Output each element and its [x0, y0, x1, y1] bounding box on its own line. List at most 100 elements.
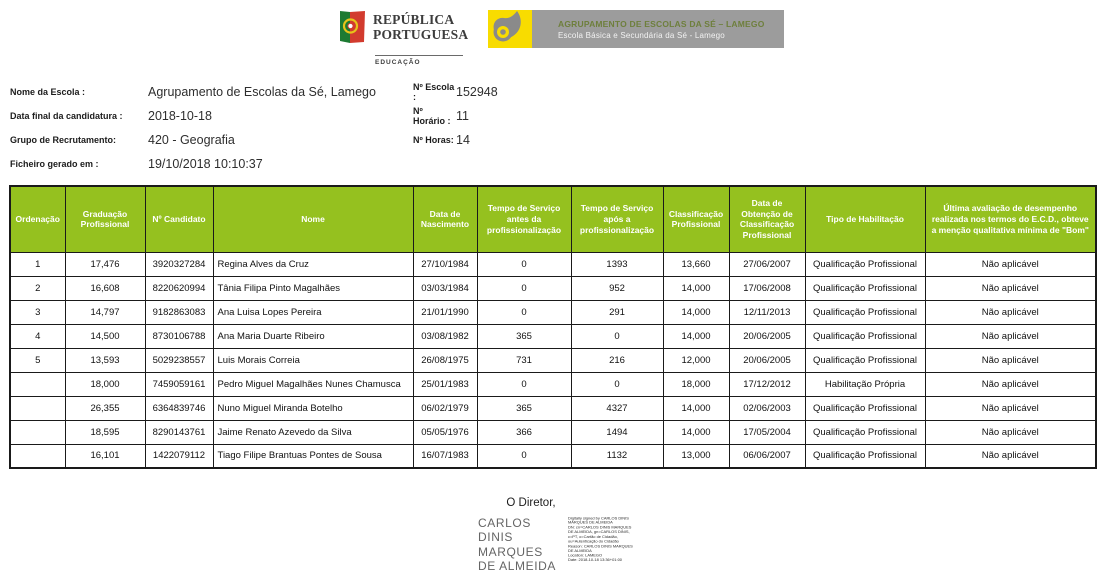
- table-cell: 8730106788: [144, 323, 214, 349]
- meta-value: 420 - Geografia: [148, 133, 235, 147]
- column-header: Graduação Profissional: [64, 185, 146, 253]
- meta-label: Grupo de Recrutamento:: [10, 135, 117, 145]
- table-cell: Qualificação Profissional: [804, 323, 926, 349]
- table-cell: 952: [570, 275, 664, 301]
- table-cell: 1494: [570, 419, 664, 445]
- table-cell: 9182863083: [144, 299, 214, 325]
- table-cell: 8290143761: [144, 419, 214, 445]
- table-row: 16,101 1422079112 Tiago Filipe Brantuas Po…: [9, 443, 1097, 469]
- table-cell: 16,608: [64, 275, 146, 301]
- table-cell: 12,000: [662, 347, 730, 373]
- table-cell: 26,355: [64, 395, 146, 421]
- table-cell: 06/02/1979: [412, 395, 478, 421]
- table-cell: 731: [476, 347, 572, 373]
- table-cell: 17/06/2008: [728, 275, 806, 301]
- table-cell: 17/05/2004: [728, 419, 806, 445]
- table-row: 18,000 7459059161 Pedro Miguel Magalhães N…: [9, 371, 1097, 397]
- table-cell: 0: [476, 251, 572, 277]
- table-cell: Habilitação Própria: [804, 371, 926, 397]
- table-cell: Não aplicável: [924, 323, 1097, 349]
- table-cell: 20/06/2005: [728, 347, 806, 373]
- table-row: 3 14,797 9182863083 Ana Luisa Lopes Pereira…: [9, 299, 1097, 325]
- column-header: Tempo de Serviço após a profissionalizaç…: [570, 185, 664, 253]
- table-cell: 18,595: [64, 419, 146, 445]
- table-cell: [9, 443, 66, 469]
- table-cell: 06/06/2007: [728, 443, 806, 469]
- table-cell: 14,500: [64, 323, 146, 349]
- table-cell: 26/08/1975: [412, 347, 478, 373]
- table-cell: 27/06/2007: [728, 251, 806, 277]
- digital-signature-details: Digitally signed by CARLOS DINIS MARQUES…: [568, 516, 633, 563]
- table-cell: 14,000: [662, 395, 730, 421]
- column-header: Nome: [212, 185, 414, 253]
- meta-label: Nº Horário :: [413, 106, 451, 126]
- table-cell: 0: [476, 299, 572, 325]
- table-cell: 3: [9, 299, 66, 325]
- table-cell: 1: [9, 251, 66, 277]
- table-cell: Qualificação Profissional: [804, 275, 926, 301]
- meta-label: Nº Escola :: [413, 82, 455, 102]
- meta-label: Data final da candidatura :: [10, 111, 123, 121]
- table-cell: 02/06/2003: [728, 395, 806, 421]
- table-cell: 03/08/1982: [412, 323, 478, 349]
- table-cell: 5029238557: [144, 347, 214, 373]
- table-cell: 14,000: [662, 323, 730, 349]
- table-row: 5 13,593 5029238557 Luis Morais Correia 26/0…: [9, 347, 1097, 373]
- table-cell: Ana Luisa Lopes Pereira: [212, 299, 414, 325]
- table-cell: 0: [570, 323, 664, 349]
- meta-row: Data final da candidatura : 2018-10-18: [10, 104, 376, 128]
- table-cell: Nuno Miguel Miranda Botelho: [212, 395, 414, 421]
- table-cell: 17,476: [64, 251, 146, 277]
- column-header: Data de Nascimento: [412, 185, 478, 253]
- meta-row: Nº Escola :152948: [413, 80, 498, 104]
- table-cell: 25/01/1983: [412, 371, 478, 397]
- table-cell: Não aplicável: [924, 443, 1097, 469]
- table-cell: 17/12/2012: [728, 371, 806, 397]
- table-cell: Tânia Filipa Pinto Magalhães: [212, 275, 414, 301]
- table-cell: 365: [476, 395, 572, 421]
- table-cell: 13,593: [64, 347, 146, 373]
- table-cell: 14,000: [662, 419, 730, 445]
- meta-label: Nome da Escola :: [10, 87, 86, 97]
- table-cell: 21/01/1990: [412, 299, 478, 325]
- table-cell: 366: [476, 419, 572, 445]
- gov-logo-title: REPÚBLICA PORTUGUESA: [373, 12, 469, 42]
- table-cell: 4327: [570, 395, 664, 421]
- school-emblem-icon: [488, 10, 532, 48]
- table-cell: 0: [476, 371, 572, 397]
- table-cell: Qualificação Profissional: [804, 443, 926, 469]
- table-cell: 0: [570, 371, 664, 397]
- table-cell: Qualificação Profissional: [804, 395, 926, 421]
- meta-row: Ficheiro gerado em : 19/10/2018 10:10:37: [10, 152, 376, 176]
- table-cell: 12/11/2013: [728, 299, 806, 325]
- meta-block-left: Nome da Escola : Agrupamento de Escolas d…: [10, 80, 376, 176]
- table-cell: 1393: [570, 251, 664, 277]
- table-cell: Regina Alves da Cruz: [212, 251, 414, 277]
- table-cell: Não aplicável: [924, 347, 1097, 373]
- table-cell: 8220620994: [144, 275, 214, 301]
- column-header: Data de Obtenção de Classificação Profis…: [728, 185, 806, 253]
- table-cell: 1132: [570, 443, 664, 469]
- table-cell: 14,000: [662, 299, 730, 325]
- school-banner-subtitle: Escola Básica e Secundária da Sé - Lameg…: [558, 30, 725, 40]
- table-cell: 216: [570, 347, 664, 373]
- meta-value: 152948: [456, 85, 498, 99]
- table-cell: Qualificação Profissional: [804, 347, 926, 373]
- table-cell: 4: [9, 323, 66, 349]
- table-cell: Não aplicável: [924, 419, 1097, 445]
- meta-value: 19/10/2018 10:10:37: [148, 157, 263, 171]
- meta-value: 11: [456, 109, 469, 123]
- table-cell: Qualificação Profissional: [804, 299, 926, 325]
- meta-value: 14: [456, 133, 470, 147]
- table-cell: 0: [476, 275, 572, 301]
- school-logo: AGRUPAMENTO DE ESCOLAS DA SÉ – LAMEGO Es…: [488, 10, 784, 48]
- table-cell: Ana Maria Duarte Ribeiro: [212, 323, 414, 349]
- column-header: Tipo de Habilitação: [804, 185, 926, 253]
- meta-value: 2018-10-18: [148, 109, 212, 123]
- table-row: 18,595 8290143761 Jaime Renato Azevedo da …: [9, 419, 1097, 445]
- table-cell: 291: [570, 299, 664, 325]
- table-cell: 18,000: [662, 371, 730, 397]
- column-header: Ordenação: [9, 185, 66, 253]
- table-cell: 7459059161: [144, 371, 214, 397]
